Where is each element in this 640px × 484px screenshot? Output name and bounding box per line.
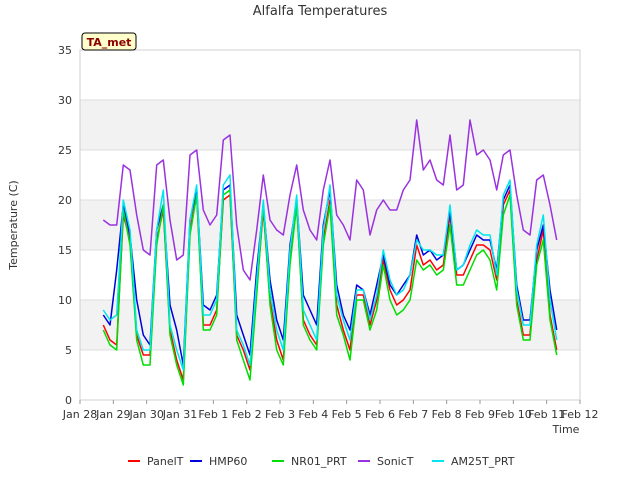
series-line-sonict	[102, 119, 558, 281]
ta-met-badge-label: TA_met	[87, 36, 132, 49]
series-lines	[102, 119, 558, 386]
y-tick-label: 0	[65, 394, 72, 407]
x-tick-label: Jan 31	[162, 408, 197, 421]
y-axis-ticks: 0 5 10 15 20 25 30 35	[58, 44, 72, 407]
x-tick-label: Feb 9	[465, 408, 495, 421]
x-tick-label: Feb 1	[198, 408, 228, 421]
band	[80, 300, 580, 350]
series-line-am25t-prt	[102, 174, 558, 371]
ta-met-badge: TA_met	[81, 32, 137, 51]
legend: PanelT HMP60 NR01_PRT SonicT AM25T_PRT	[128, 455, 515, 468]
x-tick-label: Jan 28	[62, 408, 97, 421]
x-tick-label: Feb 6	[365, 408, 395, 421]
y-tick-label: 15	[58, 244, 72, 257]
x-tick-label: Feb 8	[432, 408, 462, 421]
legend-label: SonicT	[377, 455, 414, 468]
plot-frame	[79, 49, 581, 401]
y-tick-label: 10	[58, 294, 72, 307]
legend-label: NR01_PRT	[291, 455, 347, 468]
x-axis-label: Time	[552, 423, 580, 436]
band	[80, 100, 580, 150]
y-tick-label: 35	[58, 44, 72, 57]
x-tick-label: Jan 30	[128, 408, 163, 421]
x-tick-label: Feb 11	[528, 408, 565, 421]
x-tick-label: Feb 4	[298, 408, 328, 421]
x-tick-label: Feb 2	[232, 408, 262, 421]
legend-label: AM25T_PRT	[451, 455, 515, 468]
y-tick-label: 20	[58, 194, 72, 207]
legend-label: PanelT	[147, 455, 184, 468]
legend-label: HMP60	[209, 455, 247, 468]
x-tick-label: Feb 12	[562, 408, 599, 421]
background-bands	[80, 100, 580, 350]
y-tick-label: 5	[65, 344, 72, 357]
y-axis-label: Temperature (C)	[7, 180, 20, 270]
chart-title: Alfalfa Temperatures	[253, 4, 388, 19]
x-tick-label: Feb 10	[495, 408, 532, 421]
y-tick-label: 25	[58, 144, 72, 157]
x-tick-label: Feb 5	[332, 408, 362, 421]
x-tick-label: Jan 29	[95, 408, 130, 421]
x-tick-label: Feb 7	[398, 408, 428, 421]
x-tick-label: Feb 3	[265, 408, 295, 421]
series-line-nr01-prt	[102, 189, 558, 386]
y-tick-label: 30	[58, 94, 72, 107]
